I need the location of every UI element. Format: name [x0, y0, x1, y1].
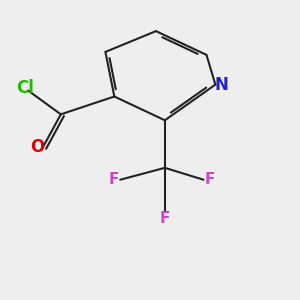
Text: O: O	[30, 138, 44, 156]
Text: N: N	[215, 76, 229, 94]
Text: F: F	[160, 212, 170, 226]
Text: F: F	[205, 172, 215, 187]
Text: F: F	[109, 172, 119, 187]
Text: Cl: Cl	[16, 79, 34, 97]
